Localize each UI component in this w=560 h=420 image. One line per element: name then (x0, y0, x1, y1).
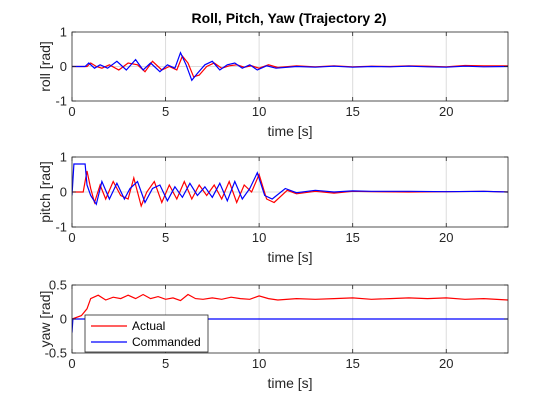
yaw-xtick-label-4: 20 (439, 356, 453, 371)
legend-label-commanded: Commanded (132, 335, 201, 349)
pitch-xtick-label-4: 20 (439, 230, 453, 245)
yaw-xtick-label-1: 5 (162, 356, 169, 371)
pitch-series-commanded (72, 163, 508, 206)
roll-xtick-label-0: 0 (68, 104, 75, 119)
legend-box (84, 314, 209, 353)
roll-ytick-label-1: 0 (60, 59, 67, 74)
pitch-ylabel: pitch [rad] (37, 161, 53, 222)
pitch-xlabel: time [s] (267, 249, 312, 265)
roll-series-commanded (72, 51, 508, 82)
legend: Actual Commanded (84, 314, 209, 353)
roll-xtick-label-3: 15 (345, 104, 359, 119)
yaw-xtick-label-3: 15 (345, 356, 359, 371)
pitch-ytick-label-2: 1 (60, 150, 67, 165)
yaw-ylabel: yaw [rad] (37, 291, 53, 348)
yaw-series-actual (72, 293, 508, 320)
yaw-xtick-label-0: 0 (68, 356, 75, 371)
pitch-xtick-label-2: 10 (252, 230, 266, 245)
roll-xtick-label-4: 20 (439, 104, 453, 119)
legend-label-actual: Actual (132, 319, 165, 333)
pitch-xtick-label-1: 5 (162, 230, 169, 245)
pitch-xtick-label-3: 15 (345, 230, 359, 245)
yaw-ytick-label-2: 0.5 (49, 278, 67, 293)
yaw-xlabel: time [s] (267, 375, 312, 391)
roll-ytick-label-2: 1 (60, 25, 67, 40)
roll-xtick-label-1: 5 (162, 104, 169, 119)
figure-title: Roll, Pitch, Yaw (Trajectory 2) (191, 10, 386, 26)
pitch-xtick-label-0: 0 (68, 230, 75, 245)
roll-xtick-label-2: 10 (252, 104, 266, 119)
roll-ylabel: roll [rad] (37, 41, 53, 92)
roll-ytick-label-0: -1 (55, 94, 67, 109)
yaw-ytick-label-0: -0.5 (45, 346, 67, 361)
yaw-xtick-label-2: 10 (252, 356, 266, 371)
pitch-ytick-label-1: 0 (60, 185, 67, 200)
pitch-ytick-label-0: -1 (55, 220, 67, 235)
yaw-ytick-label-1: 0 (60, 312, 67, 327)
pitch-series-actual (72, 170, 508, 208)
roll-xlabel: time [s] (267, 123, 312, 139)
